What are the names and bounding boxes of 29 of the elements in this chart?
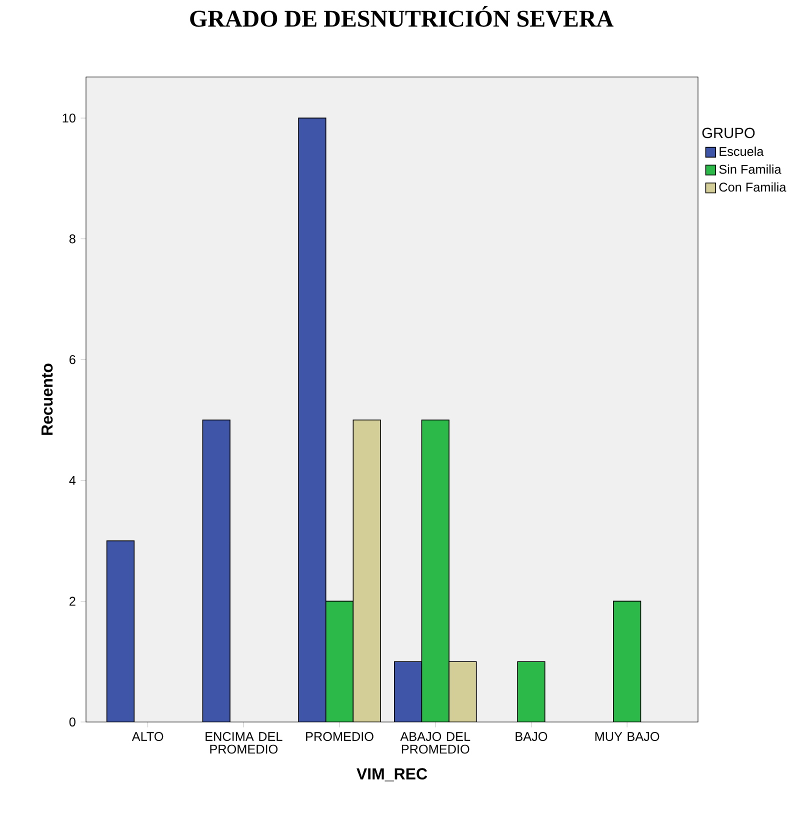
bar (613, 600, 642, 722)
bar (394, 661, 422, 722)
bar (517, 661, 546, 722)
bar (298, 118, 326, 722)
y-tick-label: 4 (69, 476, 76, 485)
y-axis-title: Recuento (42, 364, 53, 435)
x-tick-label: BAJO (516, 732, 548, 742)
bar (202, 420, 230, 722)
x-tick-label: ALTO (132, 732, 164, 742)
bar (421, 420, 450, 722)
legend-label: Con Familia (719, 182, 786, 192)
bar (448, 661, 477, 722)
x-tick-label: ABAJO DEL PROMEDIO (400, 732, 470, 754)
y-tick-label: 6 (70, 355, 76, 364)
x-tick-label: ENCIMA DEL PROMEDIO (206, 732, 282, 754)
bar (325, 600, 354, 722)
legend-label: Sin Familia (719, 164, 782, 174)
legend-label: Escuela (720, 146, 764, 156)
bar (352, 420, 381, 722)
y-tick-label: 0 (69, 718, 76, 726)
x-tick-label: MUY BAJO (595, 732, 660, 742)
x-tick-label: PROMEDIO (306, 732, 374, 742)
x-axis-title: VIM_REC (356, 768, 428, 782)
y-tick-label: 8 (69, 234, 76, 244)
y-tick-label: 2 (70, 596, 76, 606)
bar (106, 540, 135, 722)
chart-title: GRADO DE DESNUTRICIÓN SEVERA (190, 6, 614, 27)
legend-title: GRUPO (702, 128, 755, 138)
y-tick-label: 10 (62, 114, 76, 123)
